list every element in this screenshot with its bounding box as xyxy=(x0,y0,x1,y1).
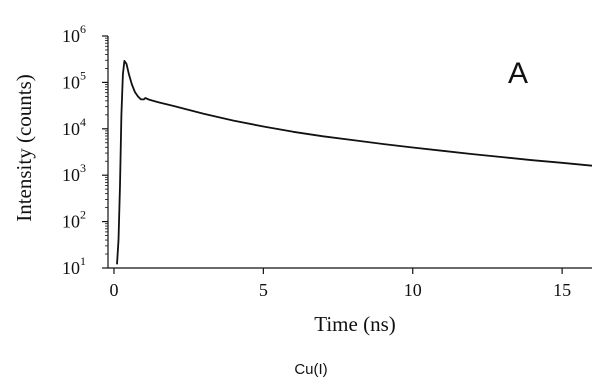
y-tick-label-3: 104 xyxy=(62,115,86,139)
x-tick-label-2: 10 xyxy=(404,280,422,300)
series-layer xyxy=(114,60,592,269)
y-tick-label-0: 101 xyxy=(62,254,86,278)
series-line-0 xyxy=(116,60,592,265)
x-axis-title: Time (ns) xyxy=(314,312,396,336)
figure-caption: Cu(I) xyxy=(294,361,327,378)
x-tick-label-0: 0 xyxy=(109,280,118,300)
panel-label: A xyxy=(508,57,528,90)
x-tick-label-1: 5 xyxy=(259,280,268,300)
y-tick-label-1: 102 xyxy=(62,208,86,232)
ticks-layer: 0 5 10 15 101 102 103 104 105 106 xyxy=(62,22,571,300)
y-axis-title: Intensity (counts) xyxy=(12,74,36,222)
y-tick-label-5: 106 xyxy=(62,22,86,46)
y-tick-label-2: 103 xyxy=(62,161,86,185)
x-tick-label-3: 15 xyxy=(553,280,571,300)
y-tick-label-4: 105 xyxy=(62,68,86,92)
